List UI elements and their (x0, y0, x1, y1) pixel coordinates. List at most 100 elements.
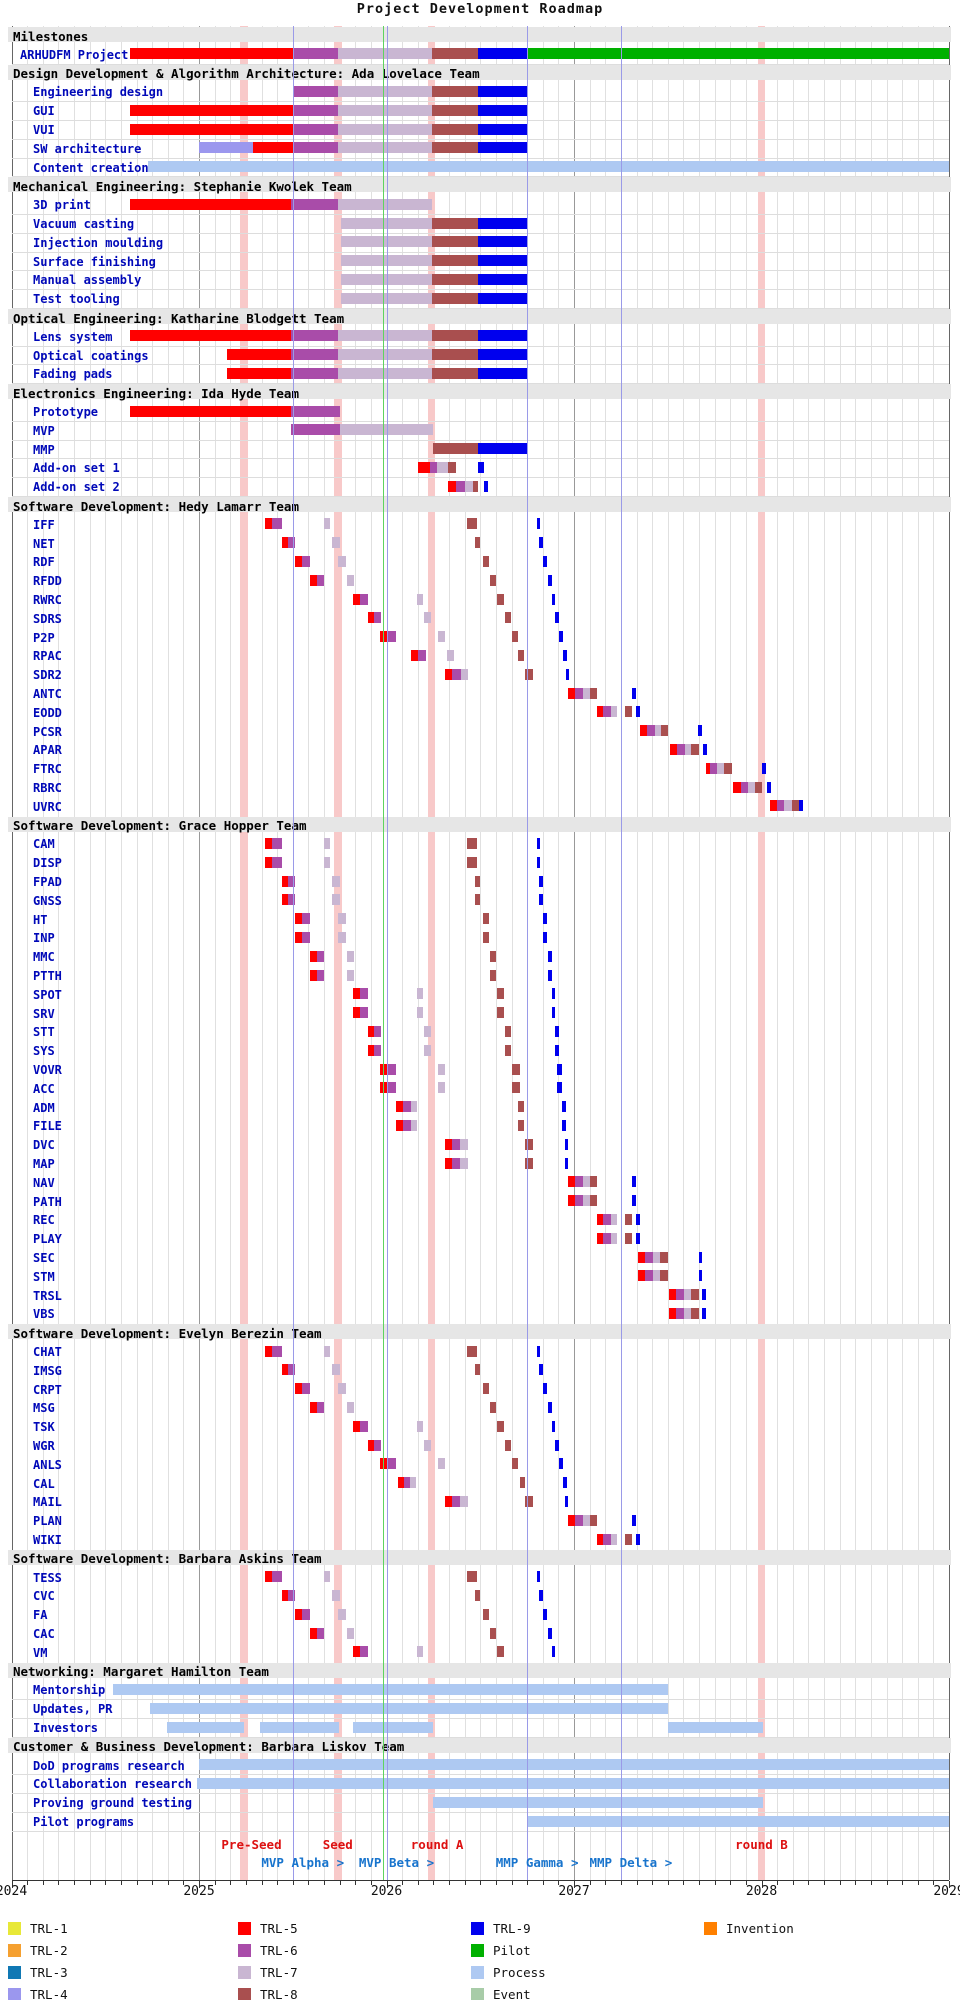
axis-tick-minor (261, 1881, 263, 1885)
task-bar-t8 (467, 518, 477, 530)
row-rule (11, 1830, 949, 1832)
gridline-month (449, 26, 450, 1880)
task-bar-t9 (564, 1495, 569, 1507)
task-bar-t9 (697, 725, 702, 737)
task-bar-t9 (543, 913, 547, 925)
gridline-month (605, 26, 607, 1880)
task-label: SRV (33, 1006, 55, 1021)
task-label: Content creation (33, 160, 149, 175)
gridline-month (933, 26, 935, 1880)
row-rule (11, 101, 949, 103)
task-bar-t9 (536, 518, 541, 530)
task-bar-t9 (555, 1025, 559, 1037)
task-bar-t7 (416, 593, 424, 605)
task-bar-process (259, 1721, 339, 1733)
row-rule (11, 439, 949, 441)
task-bar-t9 (547, 969, 552, 981)
task-bar-t6 (317, 969, 324, 981)
task-bar-t8 (624, 1213, 633, 1225)
task-bar-t8 (661, 725, 668, 737)
task-bar-t9 (478, 217, 528, 229)
task-bar-t6 (709, 762, 717, 774)
legend-label: TRL-2 (30, 1943, 68, 1958)
task-bar-t7 (438, 1082, 445, 1094)
task-bar-t6 (645, 1251, 653, 1263)
funding-round-band (427, 26, 436, 1880)
task-label: SYS (33, 1044, 55, 1059)
gridline-month (152, 26, 154, 1880)
task-bar-t9 (536, 1345, 541, 1357)
milestone-line (620, 26, 622, 1880)
task-bar-t8 (589, 1176, 597, 1188)
task-bar-t6 (292, 85, 338, 97)
row-rule (11, 214, 949, 215)
funding-round-band (334, 26, 342, 1880)
task-bar-t7 (416, 988, 424, 1000)
task-bar-t6 (374, 1439, 381, 1451)
task-bar-t8 (431, 104, 479, 116)
task-bar-t6 (288, 537, 295, 549)
task-bar-t7 (347, 969, 354, 981)
task-bar-t8 (483, 1608, 489, 1620)
task-bar-t5 (129, 405, 291, 417)
task-label: CVC (33, 1589, 55, 1604)
task-bar-t7 (416, 1420, 424, 1432)
task-bar-t9 (635, 1232, 640, 1244)
axis-tick-minor (324, 1881, 325, 1885)
task-bar-t5 (264, 1345, 273, 1357)
funding-round-label: round B (735, 1837, 788, 1852)
task-bar-t6 (317, 1627, 324, 1639)
task-bar-t8 (497, 1007, 504, 1019)
task-bar-t7 (340, 292, 432, 304)
axis-tick-minor (105, 1881, 107, 1885)
task-bar-t5 (352, 988, 361, 1000)
task-bar-t5 (281, 537, 289, 549)
task-label: APAR (33, 743, 62, 758)
task-bar-t7 (332, 875, 340, 887)
task-bar-t9 (557, 1082, 562, 1094)
task-bar-t8 (624, 1232, 633, 1244)
legend-swatch-t5 (238, 1922, 251, 1935)
task-bar-t8 (483, 931, 489, 943)
task-bar-t9 (559, 631, 563, 643)
gridline-month (636, 26, 638, 1880)
task-bar-t8 (431, 85, 479, 97)
task-bar-t7 (337, 555, 347, 567)
task-bar-t8 (525, 668, 533, 680)
axis-tick-minor (136, 1881, 138, 1885)
task-bar-t9 (557, 1063, 562, 1075)
gridline-month (667, 26, 669, 1880)
task-bar-t8 (660, 1251, 668, 1263)
axis-tick-minor (792, 1881, 794, 1885)
task-bar-t5 (637, 1270, 646, 1282)
task-bar-t8 (467, 856, 477, 868)
task-bar-t5 (596, 706, 604, 718)
axis-tick-minor (370, 1881, 372, 1885)
row-rule (11, 63, 949, 65)
gridline-month (417, 26, 419, 1880)
task-bar-t9 (562, 1477, 567, 1489)
task-bar-t6 (452, 668, 461, 680)
task-bar-t5 (294, 913, 303, 925)
gridline-month (74, 26, 75, 1880)
task-label: INP (33, 931, 55, 946)
task-bar-t5 (352, 1420, 361, 1432)
task-label: Investors (33, 1721, 99, 1735)
gridline-month (652, 26, 654, 1880)
task-label: Updates, PR (33, 1702, 113, 1717)
legend-label: Pilot (493, 1943, 531, 1958)
task-bar-t8 (691, 1289, 699, 1301)
task-bar-t8 (517, 1101, 525, 1113)
section-header-label: Mechanical Engineering: Stephanie Kwolek… (13, 178, 352, 194)
task-bar-t7 (748, 781, 755, 793)
task-bar-t9 (478, 273, 528, 285)
section-header (8, 816, 951, 832)
task-bar-t7 (652, 1270, 661, 1282)
task-label: FPAD (33, 875, 62, 889)
task-bar-t6 (404, 1477, 410, 1489)
task-bar-t9 (559, 1458, 563, 1470)
task-label: Test tooling (33, 292, 120, 307)
task-bar-t5 (397, 1477, 405, 1489)
task-bar-t9 (551, 1420, 556, 1432)
gridline-month (839, 26, 841, 1880)
